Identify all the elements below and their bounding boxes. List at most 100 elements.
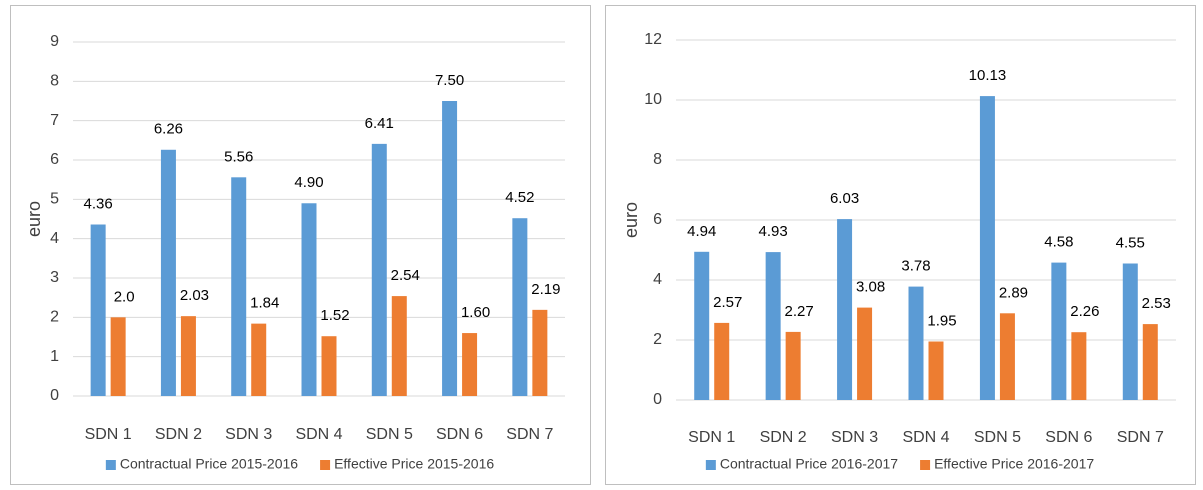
bar — [857, 307, 873, 400]
data-label: 2.53 — [1142, 295, 1171, 312]
x-tick-label: SDN 4 — [902, 429, 949, 446]
data-label: 2.03 — [180, 287, 209, 304]
x-tick-label: SDN 7 — [1117, 429, 1164, 446]
y-tick-label: 0 — [653, 391, 662, 408]
y-tick-label: 6 — [653, 211, 662, 228]
y-tick-label: 0 — [50, 387, 59, 404]
x-tick-label: SDN 3 — [831, 429, 878, 446]
data-label: 4.93 — [759, 223, 788, 240]
y-tick-label: 2 — [50, 309, 59, 326]
x-tick-label: SDN 3 — [225, 426, 272, 443]
y-tick-label: 12 — [644, 31, 662, 48]
y-tick-label: 7 — [50, 112, 59, 129]
x-tick-label: SDN 6 — [1045, 429, 1092, 446]
data-label: 4.52 — [505, 189, 534, 206]
x-tick-label: SDN 4 — [295, 426, 342, 443]
bar — [1122, 263, 1138, 400]
data-label: 2.19 — [531, 281, 560, 298]
data-label: 1.52 — [320, 307, 349, 324]
legend-swatch — [320, 460, 331, 470]
bar — [321, 336, 337, 396]
bar — [110, 317, 126, 396]
bar — [512, 218, 528, 396]
x-tick-label: SDN 1 — [85, 426, 132, 443]
bar — [462, 333, 478, 396]
data-label: 3.08 — [856, 279, 885, 296]
data-label: 1.95 — [927, 312, 956, 329]
data-label: 1.60 — [461, 304, 490, 321]
data-label: 6.26 — [154, 121, 183, 138]
data-label: 2.26 — [1070, 303, 1099, 320]
x-tick-label: SDN 2 — [155, 426, 202, 443]
data-label: 2.89 — [999, 284, 1028, 301]
data-label: 10.13 — [969, 67, 1007, 84]
x-tick-label: SDN 5 — [974, 429, 1021, 446]
x-tick-label: SDN 5 — [366, 426, 413, 443]
data-label: 6.41 — [365, 115, 394, 132]
data-label: 4.90 — [294, 174, 323, 191]
data-label: 5.56 — [224, 148, 253, 165]
bar — [442, 101, 458, 396]
y-tick-label: 10 — [644, 91, 662, 108]
bar — [391, 296, 407, 396]
bar — [1142, 324, 1158, 400]
legend-swatch — [705, 460, 716, 470]
data-label: 4.58 — [1044, 234, 1073, 251]
y-tick-label: 8 — [50, 73, 59, 90]
x-tick-label: SDN 1 — [688, 429, 735, 446]
legend-label: Contractual Price 2015-2016 — [120, 456, 298, 472]
bar — [532, 309, 548, 396]
x-tick-label: SDN 6 — [436, 426, 483, 443]
legend-swatch — [920, 460, 931, 470]
data-label: 1.84 — [250, 295, 279, 312]
panel-border — [10, 5, 591, 485]
y-tick-label: 2 — [653, 331, 662, 348]
legend-swatch — [105, 460, 116, 470]
legend-label: Effective Price 2016-2017 — [934, 456, 1094, 472]
legend-label: Effective Price 2015-2016 — [334, 456, 494, 472]
bar — [928, 341, 944, 400]
bar — [1071, 332, 1087, 400]
bar — [837, 219, 853, 400]
data-label: 6.03 — [830, 190, 859, 207]
data-label: 2.0 — [114, 288, 135, 305]
panel-border — [605, 5, 1196, 485]
y-tick-label: 4 — [653, 271, 662, 288]
y-tick-label: 1 — [50, 348, 59, 365]
y-tick-label: 3 — [50, 269, 59, 286]
bar — [785, 331, 801, 400]
bar — [160, 149, 176, 396]
data-label: 2.54 — [391, 267, 420, 284]
y-tick-label: 9 — [50, 33, 59, 50]
bar — [251, 323, 267, 396]
data-label: 4.55 — [1116, 234, 1145, 251]
bar — [908, 286, 924, 400]
legend-label: Contractual Price 2016-2017 — [720, 456, 898, 472]
data-label: 2.57 — [713, 294, 742, 311]
y-tick-label: 4 — [50, 230, 59, 247]
data-label: 4.36 — [84, 195, 113, 212]
bar — [371, 143, 387, 396]
data-label: 4.94 — [687, 223, 716, 240]
bar — [979, 96, 995, 400]
y-axis-label: euro — [621, 202, 641, 238]
y-tick-label: 5 — [50, 191, 59, 208]
bar — [231, 177, 247, 396]
bar — [999, 313, 1015, 400]
bar — [301, 203, 317, 396]
y-tick-label: 8 — [653, 151, 662, 168]
bar — [90, 224, 106, 396]
bar — [1051, 262, 1067, 400]
data-label: 3.78 — [901, 258, 930, 275]
data-label: 7.50 — [435, 72, 464, 89]
bar — [765, 252, 781, 400]
y-tick-label: 6 — [50, 151, 59, 168]
data-label: 2.27 — [785, 303, 814, 320]
x-tick-label: SDN 7 — [506, 426, 553, 443]
bar — [714, 322, 730, 400]
y-axis-label: euro — [24, 201, 44, 237]
x-tick-label: SDN 2 — [760, 429, 807, 446]
bar — [694, 251, 710, 400]
bar — [180, 316, 196, 396]
